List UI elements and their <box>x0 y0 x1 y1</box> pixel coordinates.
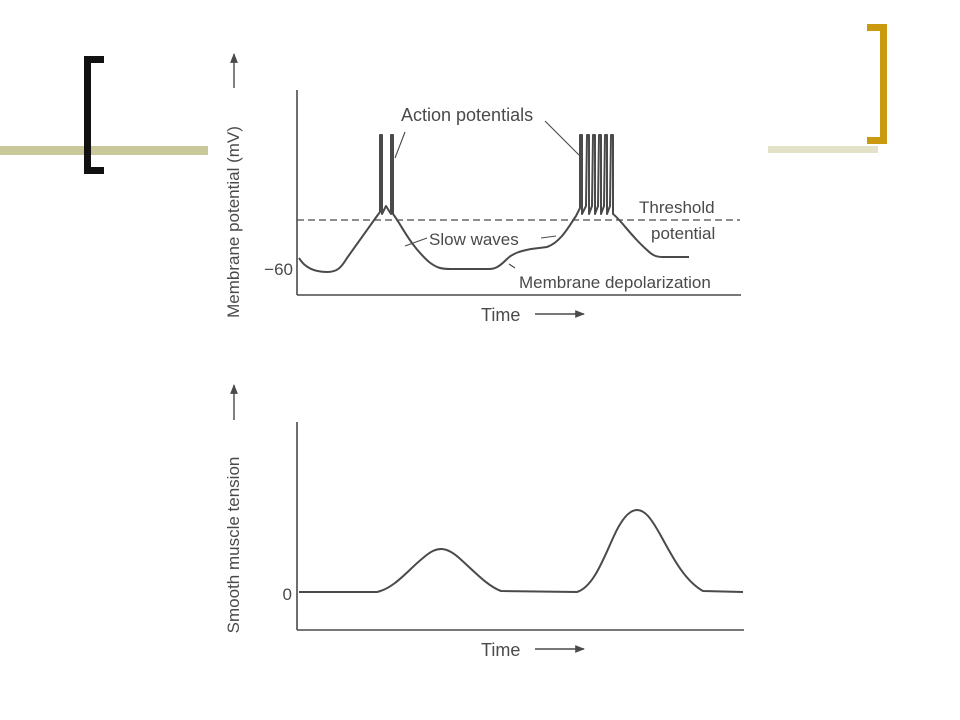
top-tick-label: −60 <box>264 260 293 279</box>
threshold-potential-label: potential <box>651 224 715 243</box>
membrane-depolarization-label: Membrane depolarization <box>519 273 711 292</box>
slow-waves-pointer-1 <box>404 237 428 247</box>
membrane-potential-trace <box>298 134 689 273</box>
bottom-tick-label: 0 <box>283 585 292 604</box>
top-y-axis-label: Membrane potential (mV) <box>224 126 243 318</box>
olive-band-right <box>768 146 878 153</box>
slow-waves-pointer-2 <box>540 235 557 239</box>
bottom-panel: Smooth muscle tension 0 Time <box>224 384 744 660</box>
slow-waves-label: Slow waves <box>429 230 519 249</box>
tension-trace <box>299 509 744 593</box>
action-potentials-pointer-1 <box>394 131 406 159</box>
top-x-axis-label: Time <box>481 305 520 325</box>
right-bracket-decoration <box>867 24 887 144</box>
action-potentials-pointer-2 <box>544 120 580 156</box>
bottom-x-axis-label: Time <box>481 640 520 660</box>
threshold-label: Threshold <box>639 198 715 217</box>
action-potentials-label: Action potentials <box>401 105 533 125</box>
left-bracket-decoration <box>84 56 104 174</box>
membrane-depolarization-pointer <box>508 263 516 269</box>
bottom-y-axis-label: Smooth muscle tension <box>224 457 243 634</box>
olive-band-left <box>0 146 208 155</box>
top-panel: Membrane potential (mV) −60 Action poten… <box>224 53 741 325</box>
